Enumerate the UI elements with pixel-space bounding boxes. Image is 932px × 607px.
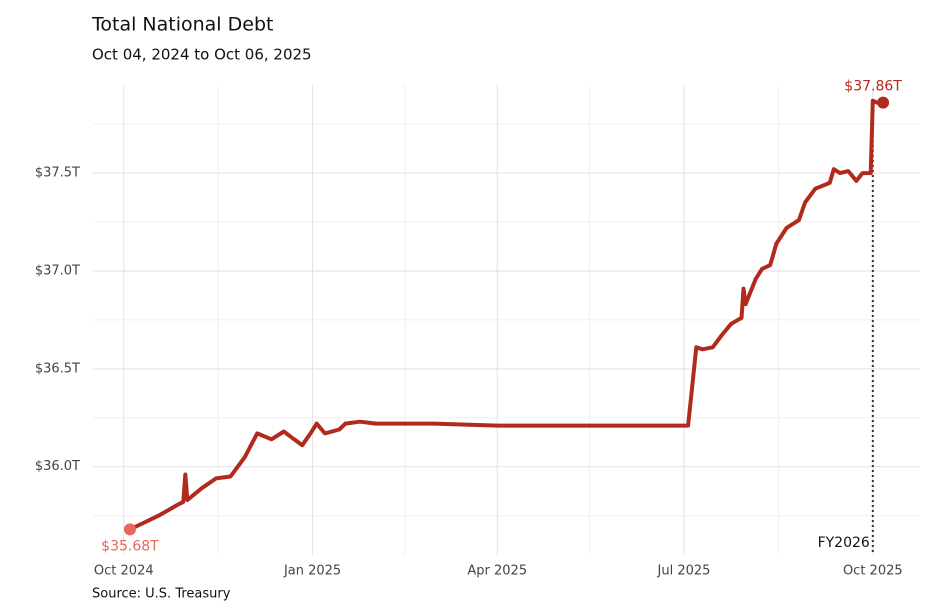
chart-subtitle: Oct 04, 2024 to Oct 06, 2025 [92,46,312,64]
y-tick-label: $37.5T [35,166,80,181]
x-tick-label: Jul 2025 [657,564,711,579]
x-tick-label: Jan 2025 [283,564,341,579]
x-tick-label: Oct 2024 [94,564,154,579]
chart-title: Total National Debt [91,14,273,36]
line [129,98,884,532]
end-point [877,96,890,109]
value-label: $37.86T [844,79,902,95]
x-tick-label: Oct 2025 [843,564,903,579]
source: Source: U.S. Treasury [92,587,231,602]
annotation-label: FY2026 [818,535,870,551]
x-tick-label: Apr 2025 [467,564,527,579]
value-label: $35.68T [101,538,159,554]
y-tick-label: $36.5T [35,361,80,376]
y-tick-label: $37.0T [35,263,80,278]
end-point [123,523,136,536]
y-tick-label: $36.0T [35,459,80,474]
